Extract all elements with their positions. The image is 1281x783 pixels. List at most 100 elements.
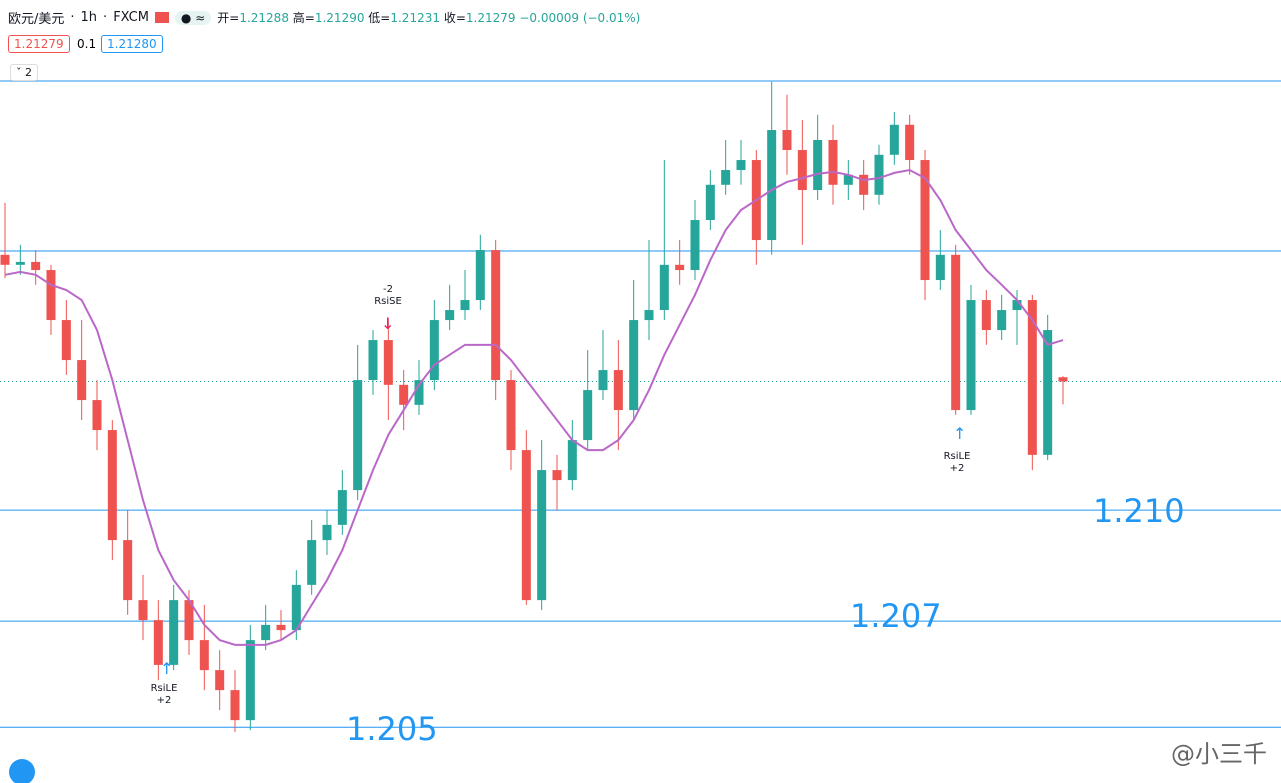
signal-qty: +2 — [156, 695, 172, 706]
candle-body — [1012, 300, 1022, 311]
watermark: @小三千 — [1171, 740, 1267, 768]
candle-body — [92, 400, 102, 431]
candle-body — [460, 300, 470, 311]
candle-body — [506, 380, 516, 451]
price-annotation: 1.205 — [346, 710, 438, 748]
signal-arrow: ↓ — [381, 314, 395, 333]
candle-body — [368, 340, 378, 381]
signal-arrow: ↑ — [953, 424, 967, 443]
candle-body — [276, 624, 286, 631]
candle-body — [1043, 330, 1053, 455]
signal-arrow: ↑ — [160, 659, 174, 678]
price-annotation: 1.207 — [850, 597, 942, 635]
candle-body — [61, 320, 71, 361]
change: −0.00009 (−0.01%) — [519, 11, 641, 25]
source: FXCM — [113, 10, 149, 25]
candle-body — [107, 430, 117, 541]
candle-body — [414, 380, 424, 405]
candle-body — [690, 220, 700, 271]
candle-body — [736, 160, 746, 171]
candle-body — [353, 380, 363, 491]
candle-body — [951, 254, 961, 411]
candle-body — [138, 600, 148, 621]
signal-name: RsiLE — [150, 683, 178, 694]
ohlc-value: 1.21288 — [239, 11, 289, 25]
ohlc-value: 1.21290 — [314, 11, 365, 25]
candle-body — [123, 540, 133, 601]
candle-body — [874, 154, 884, 195]
symbol: 欧元/美元 — [8, 12, 65, 27]
candle-body — [291, 584, 301, 631]
flag — [154, 12, 169, 23]
candle-body — [184, 600, 194, 641]
spread: 0.1 — [77, 37, 97, 51]
candle-body — [31, 261, 41, 271]
candle-body — [613, 370, 623, 411]
candle-body — [782, 130, 792, 151]
ohlc-label: 开= — [217, 11, 240, 25]
candle-body — [445, 310, 455, 321]
candle-body — [997, 310, 1007, 331]
candle-body — [583, 390, 593, 441]
candle-body — [261, 624, 271, 641]
candle-body — [797, 150, 807, 191]
candle-body — [813, 140, 823, 191]
indicator-toggle[interactable]: ˇ 2 — [10, 64, 38, 81]
candle-body — [675, 264, 685, 271]
candle-body — [215, 670, 225, 691]
candle-body — [567, 440, 577, 481]
candle-body — [598, 370, 608, 391]
candle-body — [1027, 300, 1037, 455]
candle-body — [552, 470, 562, 481]
candle-body — [828, 140, 838, 185]
status-pill: ● ≈ — [174, 10, 212, 25]
signal-name: RsiSE — [374, 296, 402, 307]
candle-body — [537, 470, 547, 601]
candle-body — [1058, 377, 1068, 382]
candle-body — [629, 320, 639, 411]
moving-average — [4, 168, 1064, 646]
candle-body — [521, 450, 531, 601]
candle-body — [843, 174, 853, 185]
candle-body — [15, 261, 25, 265]
candle-body — [307, 540, 317, 585]
logo — [9, 759, 35, 783]
candle-body — [337, 490, 347, 525]
candle-body — [767, 130, 777, 241]
ohlc-value: 1.21279 — [465, 11, 516, 25]
candle-body — [491, 250, 501, 381]
interval: 1h — [80, 10, 98, 25]
candle-body — [169, 600, 179, 665]
bid-box[interactable]: 1.21279 — [8, 35, 70, 53]
candle-body — [644, 310, 654, 321]
candle-body — [966, 300, 976, 411]
ohlc-value: 1.21231 — [390, 11, 440, 25]
ohlc-label: 高= — [292, 11, 315, 25]
candle-body — [859, 174, 869, 195]
signal-qty: +2 — [949, 463, 965, 474]
candle-body — [475, 250, 485, 301]
candle-body — [153, 620, 163, 665]
candle-body — [199, 640, 209, 671]
candle-body — [245, 640, 255, 721]
candle-body — [659, 264, 669, 311]
candle-body — [705, 184, 715, 221]
indicator-count: 2 — [25, 66, 32, 79]
signal-name: RsiLE — [943, 451, 971, 462]
header: 欧元/美元 · 1h · FXCM ● ≈ 开=1.21288 高=1.21290 … — [8, 9, 641, 27]
signal-label: RsiLE +2 — [937, 451, 977, 475]
candle-body — [399, 384, 409, 405]
candle-body — [429, 320, 439, 381]
ohlc-label: 收= — [443, 11, 466, 25]
ask-box[interactable]: 1.21280 — [101, 35, 163, 53]
signal-qty: -2 — [383, 284, 393, 295]
candle-body — [935, 254, 945, 281]
candle-body — [889, 124, 899, 155]
price-annotation: 1.210 — [1093, 492, 1185, 530]
candle-body — [0, 254, 10, 265]
ohlc: 开=1.21288 高=1.21290 低=1.21231 收=1.21279 … — [217, 9, 640, 26]
ohlc-label: 低= — [368, 11, 391, 25]
candle-body — [905, 124, 915, 161]
